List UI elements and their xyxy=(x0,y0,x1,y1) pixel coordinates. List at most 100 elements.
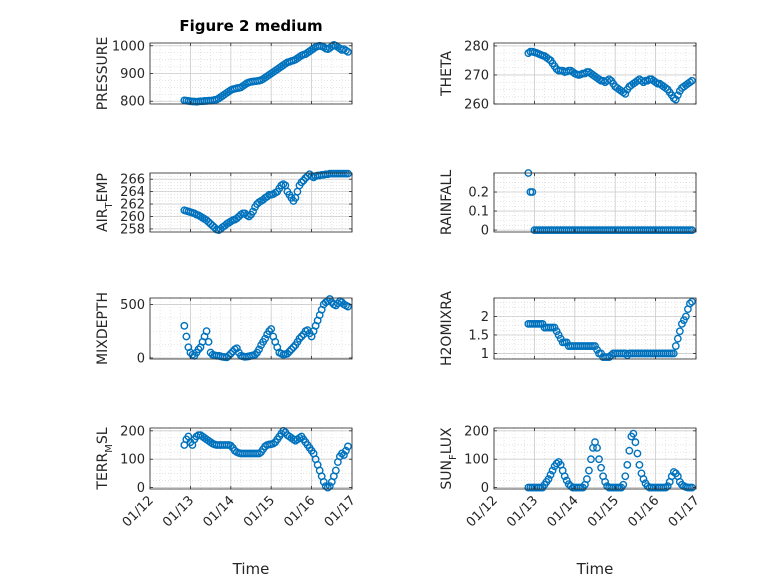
data-point xyxy=(623,460,632,469)
y-axis-label: TERRMSL xyxy=(95,427,115,490)
data-point xyxy=(344,442,352,451)
data-point xyxy=(583,475,591,483)
axes-box xyxy=(149,172,353,233)
data-point xyxy=(232,344,241,353)
y-tick-label: 0 xyxy=(481,224,489,239)
subplot-mixdepth: 0 500 MIXDEPTH xyxy=(95,292,353,366)
data-point xyxy=(180,321,189,330)
axes-box xyxy=(149,427,353,490)
y-axis-label: THETA xyxy=(439,51,455,97)
y-axis-label: H2OMIXRA xyxy=(439,291,455,366)
y-axis-label: PRESSURE xyxy=(95,37,111,111)
axes-background xyxy=(494,173,696,232)
data-point xyxy=(182,332,191,341)
axes-box xyxy=(493,427,697,490)
data-point xyxy=(194,345,203,354)
data-point xyxy=(671,95,680,104)
y-tick-label: 1000 xyxy=(112,39,145,54)
data-point xyxy=(631,438,640,447)
y-tick-label: 262 xyxy=(120,198,145,213)
y-axis-label: RAINFALL xyxy=(439,170,455,235)
data-point xyxy=(251,350,259,359)
figure-title: Figure 2 medium xyxy=(179,17,322,35)
axes-box xyxy=(149,297,353,360)
y-tick-label: 0.2 xyxy=(468,186,489,201)
data-point xyxy=(688,297,696,306)
data-point xyxy=(342,446,350,455)
data-point xyxy=(265,327,274,336)
data-point xyxy=(283,349,292,358)
y-tick-label: 900 xyxy=(120,67,145,82)
data-point xyxy=(528,188,537,196)
data-point xyxy=(249,207,257,216)
y-tick-label: 266 xyxy=(120,173,145,188)
data-point xyxy=(295,334,304,343)
data-point xyxy=(285,347,294,356)
left-xlabel: Time xyxy=(232,560,270,578)
data-point xyxy=(226,441,235,450)
data-point xyxy=(287,345,296,354)
data-point xyxy=(639,475,648,483)
data-point xyxy=(682,312,690,321)
data-point xyxy=(585,466,593,475)
y-tick-label: 2 xyxy=(481,310,489,325)
data-point xyxy=(331,301,340,310)
data-point xyxy=(204,337,213,346)
data-point xyxy=(297,178,306,187)
right-xlabel: Time xyxy=(576,560,614,578)
y-tick-label: 258 xyxy=(120,222,145,237)
data-point xyxy=(261,334,270,343)
y-tick-label: 270 xyxy=(464,68,489,83)
data-point xyxy=(548,466,557,475)
y-axis-label: SUNFLUX xyxy=(439,427,459,490)
data-point xyxy=(625,446,634,455)
data-point xyxy=(621,89,630,98)
data-point xyxy=(619,480,628,489)
data-point xyxy=(245,212,253,221)
data-point xyxy=(587,455,595,464)
y-tick-label: 0 xyxy=(481,481,489,496)
data-point xyxy=(344,47,352,56)
y-axis-label: MIXDEPTH xyxy=(95,292,111,365)
y-tick-label: 200 xyxy=(464,424,489,439)
data-point xyxy=(289,343,298,352)
subplot-h2omixra: 1 1.5 2 H2OMIXRA xyxy=(439,291,697,366)
y-tick-label: 100 xyxy=(120,453,145,468)
y-tick-label: 0 xyxy=(137,481,145,496)
data-point xyxy=(319,478,328,486)
y-tick-label: 264 xyxy=(120,185,145,200)
data-point xyxy=(546,470,555,479)
data-point xyxy=(686,299,694,308)
data-point xyxy=(597,463,605,472)
y-tick-label: 280 xyxy=(464,39,489,54)
y-tick-label: 260 xyxy=(464,98,489,113)
y-tick-label: 500 xyxy=(120,298,145,313)
data-point xyxy=(688,76,696,85)
y-tick-label: 100 xyxy=(464,453,489,468)
data-point xyxy=(629,429,638,438)
data-point xyxy=(635,460,644,469)
data-point xyxy=(344,169,352,178)
data-point xyxy=(673,91,682,100)
data-point xyxy=(601,478,609,486)
data-point xyxy=(595,455,603,464)
data-point xyxy=(669,349,678,358)
data-point xyxy=(255,345,263,354)
data-point xyxy=(633,449,642,458)
y-tick-label: 0 xyxy=(137,351,145,366)
data-point xyxy=(673,334,682,343)
axes-box xyxy=(493,297,697,360)
data-point xyxy=(267,325,276,333)
y-tick-label: 200 xyxy=(120,424,145,439)
data-point xyxy=(675,327,684,336)
subplot-theta: 260 270 280 THETA xyxy=(439,39,697,113)
axes-box xyxy=(493,172,697,233)
y-tick-label: 260 xyxy=(120,210,145,225)
data-point xyxy=(344,302,352,311)
y-tick-label: 1.5 xyxy=(468,328,489,343)
data-point xyxy=(560,472,569,481)
